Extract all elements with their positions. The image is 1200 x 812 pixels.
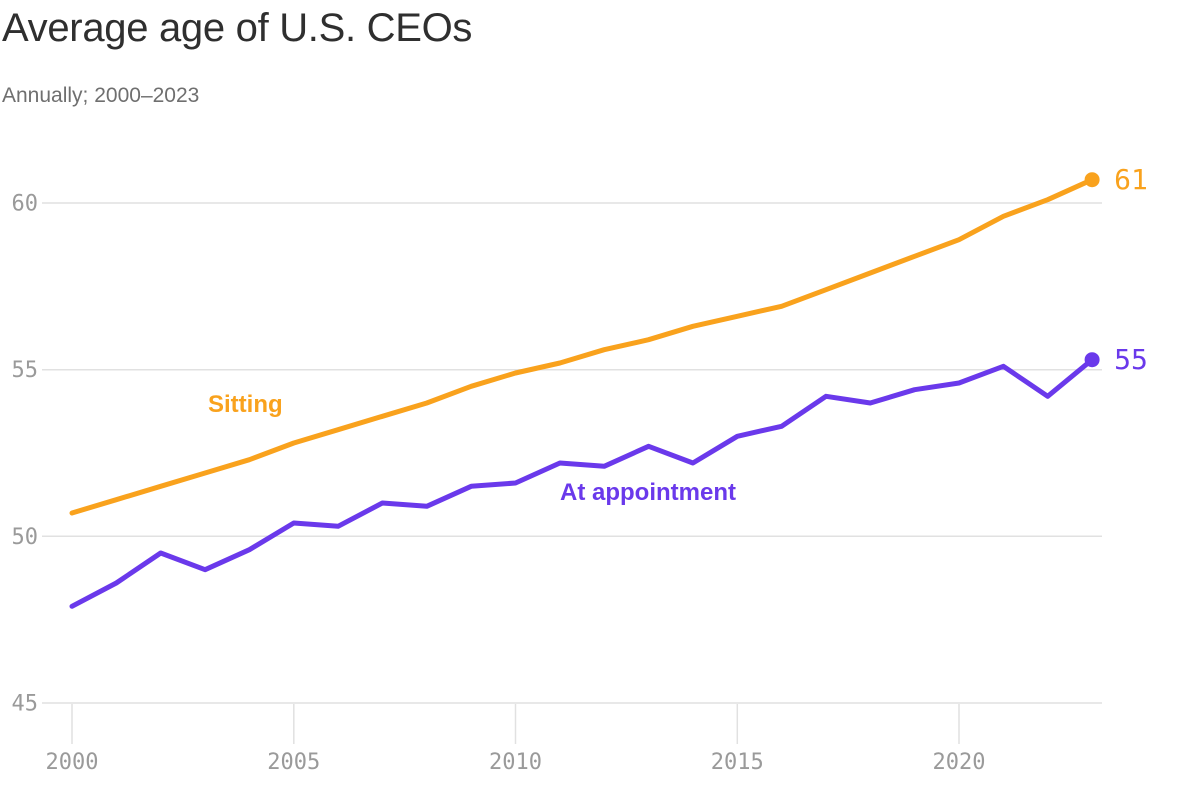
series-label-sitting: Sitting xyxy=(208,391,283,418)
x-axis-tick-label-2000: 2000 xyxy=(46,750,99,775)
chart-title: Average age of U.S. CEOs xyxy=(2,6,473,50)
x-axis-tick-label-2005: 2005 xyxy=(267,750,320,775)
y-axis-tick-label-60: 60 xyxy=(12,191,39,216)
chart-subtitle: Annually; 2000–2023 xyxy=(2,84,200,107)
series-line-sitting xyxy=(69,177,1095,516)
y-axis-tick-label-55: 55 xyxy=(12,358,39,383)
series-end-value-at-appointment: 55 xyxy=(1114,343,1148,376)
x-axis-tick-label-2015: 2015 xyxy=(711,750,764,775)
series-end-value-sitting: 61 xyxy=(1114,163,1148,196)
y-axis-tick-label-50: 50 xyxy=(12,525,39,550)
series-line-at-appointment xyxy=(69,357,1095,609)
x-axis-tick-label-2020: 2020 xyxy=(933,750,986,775)
x-axis-tick-label-2010: 2010 xyxy=(489,750,542,775)
series-label-at-appointment: At appointment xyxy=(560,479,736,506)
series-end-dot-sitting xyxy=(1084,172,1100,188)
y-axis-tick-label-45: 45 xyxy=(12,691,39,716)
series-end-dot-at-appointment xyxy=(1084,352,1100,368)
